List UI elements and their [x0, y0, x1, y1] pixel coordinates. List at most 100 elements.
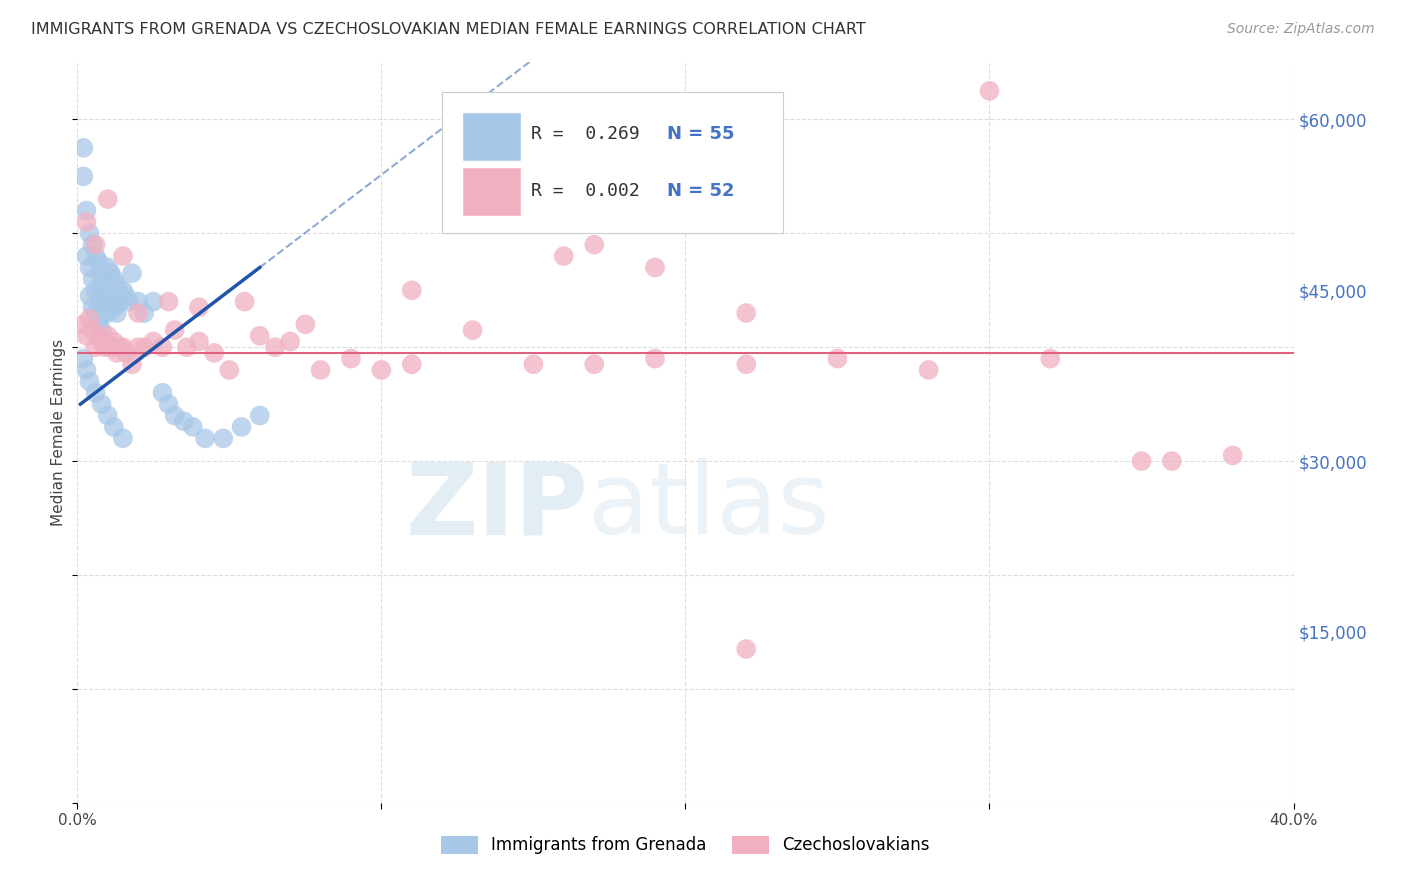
Point [188, 334, 211, 349]
Point [97, 409, 120, 423]
Point [644, 351, 666, 366]
Point [75, 328, 97, 343]
Point [644, 260, 666, 275]
Point [100, 340, 122, 354]
Point [105, 346, 128, 360]
Point [72, 351, 94, 366]
Text: IMMIGRANTS FROM GRENADA VS CZECHOSLOVAKIAN MEDIAN FEMALE EARNINGS CORRELATION CH: IMMIGRANTS FROM GRENADA VS CZECHOSLOVAKI… [31, 22, 866, 37]
Point [264, 340, 287, 354]
Point [118, 294, 141, 309]
Point [202, 346, 225, 360]
Text: R =  0.269: R = 0.269 [531, 125, 640, 144]
Point [127, 306, 149, 320]
Text: Source: ZipAtlas.com: Source: ZipAtlas.com [1227, 22, 1375, 37]
Point [90, 323, 112, 337]
Point [827, 351, 849, 366]
FancyBboxPatch shape [441, 92, 783, 233]
Point [173, 414, 195, 428]
Text: N = 52: N = 52 [668, 182, 735, 201]
Point [72, 141, 94, 155]
Point [72, 318, 94, 332]
Point [249, 409, 271, 423]
Point [97, 260, 120, 275]
Point [127, 294, 149, 309]
Point [87, 328, 110, 343]
Point [218, 363, 240, 377]
Point [111, 249, 134, 263]
Point [176, 340, 198, 354]
Point [93, 340, 115, 354]
Point [82, 323, 104, 337]
Point [121, 357, 143, 371]
Point [134, 306, 156, 320]
Point [121, 266, 143, 280]
Point [75, 249, 97, 263]
Point [97, 192, 120, 206]
Point [152, 340, 174, 354]
Point [79, 260, 101, 275]
Point [84, 249, 107, 263]
Point [233, 294, 256, 309]
Legend: Immigrants from Grenada, Czechoslovakians: Immigrants from Grenada, Czechoslovakian… [434, 829, 936, 861]
Point [1130, 454, 1153, 468]
Point [370, 363, 392, 377]
Point [97, 289, 120, 303]
Point [82, 272, 104, 286]
Point [401, 283, 423, 297]
Point [1161, 454, 1184, 468]
Point [100, 266, 122, 280]
Point [181, 420, 204, 434]
Point [278, 334, 301, 349]
Point [1039, 351, 1062, 366]
Point [82, 301, 104, 315]
Point [90, 334, 112, 349]
Point [84, 283, 107, 297]
Point [105, 277, 128, 292]
Text: atlas: atlas [588, 458, 830, 555]
Point [735, 642, 758, 657]
Text: R =  0.002: R = 0.002 [531, 182, 640, 201]
Point [115, 289, 138, 303]
Point [735, 357, 758, 371]
Point [163, 409, 186, 423]
Point [108, 294, 131, 309]
Point [84, 385, 107, 400]
Point [79, 289, 101, 303]
Point [82, 237, 104, 252]
Point [401, 357, 423, 371]
Point [111, 283, 134, 297]
Point [309, 363, 332, 377]
Point [152, 385, 174, 400]
Y-axis label: Median Female Earnings: Median Female Earnings [51, 339, 66, 526]
Point [90, 397, 112, 411]
Text: N = 55: N = 55 [668, 125, 735, 144]
Point [103, 301, 125, 315]
Point [194, 431, 217, 445]
Point [108, 340, 131, 354]
Point [75, 215, 97, 229]
Point [97, 306, 120, 320]
Point [79, 375, 101, 389]
Point [111, 340, 134, 354]
Point [93, 306, 115, 320]
Point [84, 340, 107, 354]
Point [163, 323, 186, 337]
Point [75, 363, 97, 377]
Text: ZIP: ZIP [405, 458, 588, 555]
Point [111, 431, 134, 445]
Point [75, 203, 97, 218]
Point [1222, 449, 1244, 463]
Point [735, 306, 758, 320]
Point [231, 420, 253, 434]
Point [90, 294, 112, 309]
Point [127, 340, 149, 354]
Point [212, 431, 235, 445]
Point [583, 237, 606, 252]
Point [583, 357, 606, 371]
Point [553, 249, 575, 263]
Point [142, 334, 165, 349]
Point [157, 294, 180, 309]
Point [979, 84, 1001, 98]
Point [188, 301, 211, 315]
Point [461, 323, 484, 337]
